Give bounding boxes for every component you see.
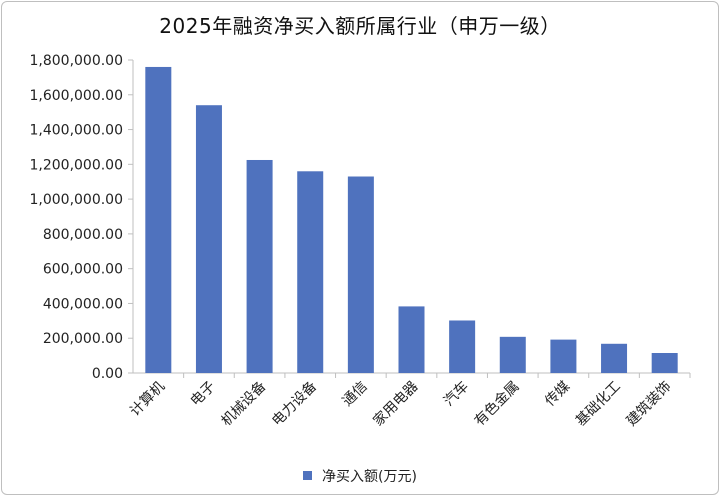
- legend-label: 净买入额(万元): [322, 469, 417, 485]
- x-tick-label: 家用电器: [370, 378, 422, 430]
- x-tick-label: 电力设备: [268, 378, 320, 430]
- bar: [601, 343, 628, 373]
- x-tick-label: 基础化工: [572, 378, 624, 430]
- x-tick-label: 机械设备: [218, 378, 270, 430]
- y-tick-label: 1,200,000.00: [29, 157, 123, 173]
- bar: [651, 353, 678, 373]
- y-tick-label: 1,600,000.00: [29, 88, 123, 104]
- x-tick-label: 汽车: [440, 378, 472, 410]
- x-tick-labels: 计算机 电子 机械设备 电力设备 通信 家用电器 汽车 有色金属 传媒 基础化工 建筑装饰: [127, 378, 674, 430]
- bar: [449, 320, 476, 373]
- x-tick-label: 建筑装饰: [624, 379, 675, 430]
- bar: [195, 105, 222, 373]
- y-tick-label: 800,000.00: [43, 227, 123, 243]
- y-tick-label: 400,000.00: [43, 296, 123, 312]
- x-tick-label: 计算机: [127, 379, 168, 420]
- y-tick-label: 200,000.00: [43, 331, 123, 347]
- y-tick-label: 0.00: [92, 366, 123, 382]
- x-tick-label: 有色金属: [471, 378, 523, 430]
- x-tick-label: 电子: [188, 379, 219, 410]
- legend-swatch: [303, 471, 313, 480]
- y-tick-label: 600,000.00: [43, 262, 123, 278]
- bars: [145, 66, 678, 373]
- x-tick-label: 通信: [340, 379, 371, 410]
- bar: [145, 66, 172, 373]
- bar: [499, 336, 526, 373]
- bar: [398, 306, 425, 373]
- x-tick-label: 传媒: [542, 379, 573, 410]
- bar: [347, 176, 374, 373]
- legend: 净买入额(万元): [0, 466, 720, 486]
- chart-title: 2025年融资净买入额所属行业（申万一级）: [159, 14, 561, 38]
- bar: [550, 339, 577, 373]
- y-tick-labels: 0.00 200,000.00 400,000.00 600,000.00 800,00…: [29, 53, 123, 382]
- y-tick-label: 1,400,000.00: [29, 123, 123, 139]
- y-tick-label: 1,000,000.00: [29, 192, 123, 208]
- bar: [246, 159, 273, 373]
- bar: [297, 171, 324, 373]
- y-tick-label: 1,800,000.00: [29, 53, 123, 69]
